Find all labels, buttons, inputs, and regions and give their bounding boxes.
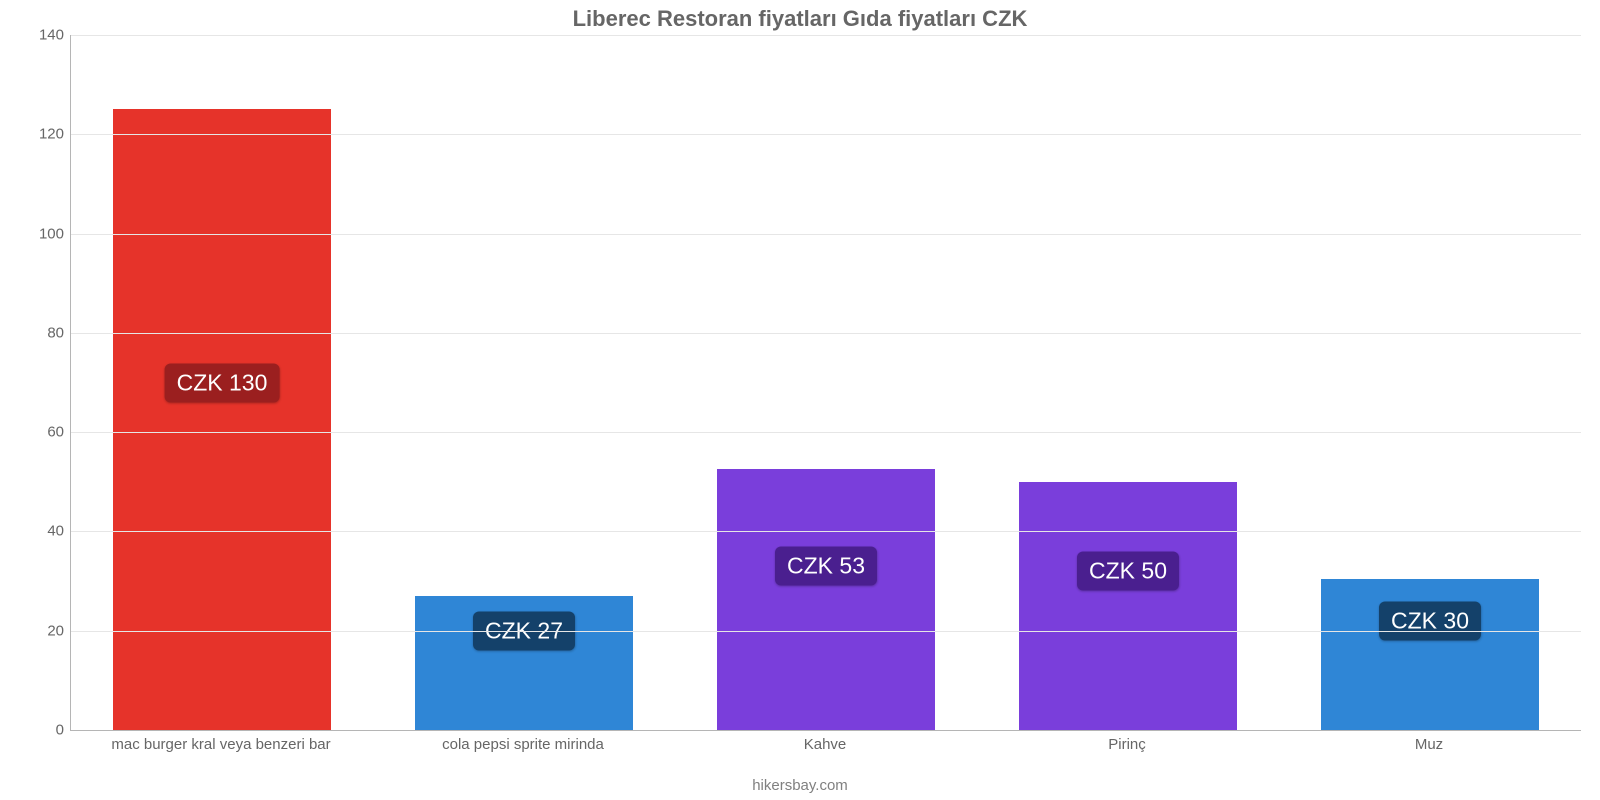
gridline: [71, 234, 1581, 235]
gridline: [71, 134, 1581, 135]
bars-layer: CZK 130CZK 27CZK 53CZK 50CZK 30: [71, 35, 1581, 730]
y-tick-label: 20: [4, 622, 64, 639]
y-tick-label: 60: [4, 424, 64, 441]
bar: [113, 109, 330, 730]
y-tick-label: 0: [4, 722, 64, 739]
price-bar-chart: Liberec Restoran fiyatları Gıda fiyatlar…: [0, 0, 1600, 800]
x-tick-label: Kahve: [804, 736, 847, 753]
value-badge: CZK 53: [775, 547, 877, 586]
source-label: hikersbay.com: [0, 777, 1600, 794]
value-badge: CZK 50: [1077, 552, 1179, 591]
plot-area: CZK 130CZK 27CZK 53CZK 50CZK 30: [70, 35, 1581, 731]
gridline: [71, 333, 1581, 334]
chart-title: Liberec Restoran fiyatları Gıda fiyatlar…: [0, 6, 1600, 32]
x-tick-label: Muz: [1415, 736, 1443, 753]
value-badge: CZK 30: [1379, 601, 1481, 640]
y-tick-label: 100: [4, 225, 64, 242]
bar: [1019, 482, 1236, 730]
gridline: [71, 432, 1581, 433]
x-tick-label: cola pepsi sprite mirinda: [442, 736, 604, 753]
y-tick-label: 80: [4, 324, 64, 341]
x-tick-label: mac burger kral veya benzeri bar: [111, 736, 330, 753]
y-tick-label: 40: [4, 523, 64, 540]
value-badge: CZK 130: [165, 363, 280, 402]
y-tick-label: 140: [4, 27, 64, 44]
x-tick-label: Pirinç: [1108, 736, 1146, 753]
y-tick-label: 120: [4, 126, 64, 143]
gridline: [71, 35, 1581, 36]
gridline: [71, 531, 1581, 532]
bar: [717, 469, 934, 730]
gridline: [71, 631, 1581, 632]
